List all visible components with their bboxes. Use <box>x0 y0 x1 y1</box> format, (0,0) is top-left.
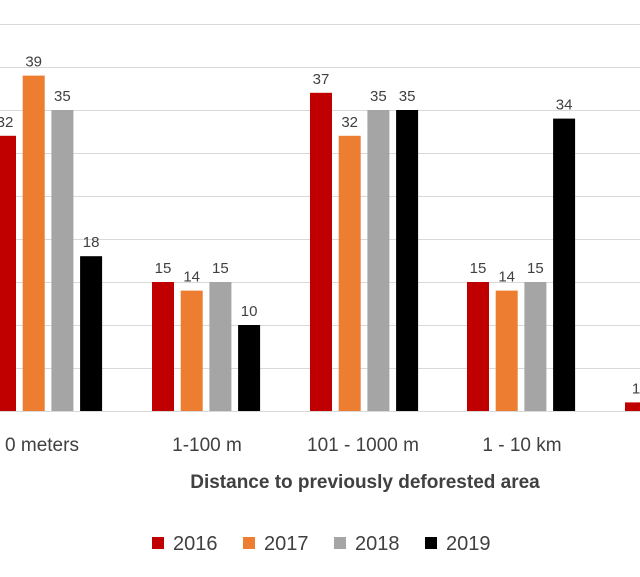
data-label-2017-1: 14 <box>183 269 200 286</box>
bar-2018-3 <box>524 282 547 411</box>
data-label-2016-0: 32 <box>0 114 13 131</box>
legend-swatch-2017 <box>243 537 255 549</box>
data-label-2019-1: 10 <box>241 303 258 320</box>
data-label-2018-2: 35 <box>370 88 387 105</box>
data-label-2017-3: 14 <box>498 269 515 286</box>
x-axis-title: Distance to previously deforested area <box>190 472 540 493</box>
bar-2019-2 <box>396 110 419 411</box>
x-tick-label: 1-100 m <box>172 435 242 456</box>
bar-2018-2 <box>367 110 390 411</box>
legend-swatch-2018 <box>334 537 346 549</box>
legend-swatch-2019 <box>425 537 437 549</box>
legend: 2016 2017 2018 2019 <box>152 533 491 555</box>
legend-label-2017: 2017 <box>264 533 309 555</box>
legend-label-2018: 2018 <box>355 533 400 555</box>
legend-label-2016: 2016 <box>173 533 218 555</box>
bar-2016-1 <box>152 282 174 411</box>
x-tick-label: 1 - 10 km <box>482 435 561 456</box>
data-label-2016-4: 1 <box>632 380 640 397</box>
data-labels: 32 15 37 15 1 39 14 32 14 35 15 35 15 18 10 35 34 <box>0 54 640 398</box>
data-label-2016-2: 37 <box>313 71 330 88</box>
data-label-2016-1: 15 <box>155 260 172 277</box>
data-label-2019-3: 34 <box>556 97 573 114</box>
bar-2017-1 <box>180 290 203 411</box>
x-tick-labels: 0 meters 1-100 m 101 - 1000 m 1 - 10 km <box>5 435 562 456</box>
bar-2019-1 <box>238 325 261 411</box>
bar-2019-3 <box>553 118 576 411</box>
data-label-2018-1: 15 <box>212 260 229 277</box>
x-tick-label: 101 - 1000 m <box>307 435 419 456</box>
data-label-2019-0: 18 <box>83 234 100 251</box>
data-label-2016-3: 15 <box>470 260 487 277</box>
bar-2017-2 <box>338 135 361 412</box>
bar-2018-1 <box>209 282 232 411</box>
data-label-2018-3: 15 <box>527 260 544 277</box>
legend-swatch-2016 <box>152 537 164 549</box>
bar-2016-2 <box>310 92 332 412</box>
data-label-2017-2: 32 <box>341 114 358 131</box>
data-label-2019-2: 35 <box>399 88 416 105</box>
data-label-2018-0: 35 <box>54 88 71 105</box>
bar-2017-0 <box>22 75 45 411</box>
bar-2017-3 <box>495 290 518 411</box>
bar-2016-3 <box>467 282 489 411</box>
bar-2016-0 <box>0 135 16 412</box>
bar-2019-0 <box>80 256 103 411</box>
bars <box>0 75 640 412</box>
bar-2018-0 <box>51 110 74 411</box>
bar-2016-4 <box>625 402 640 411</box>
legend-label-2019: 2019 <box>446 533 491 555</box>
x-tick-label: 0 meters <box>5 435 79 456</box>
data-label-2017-0: 39 <box>25 54 42 71</box>
